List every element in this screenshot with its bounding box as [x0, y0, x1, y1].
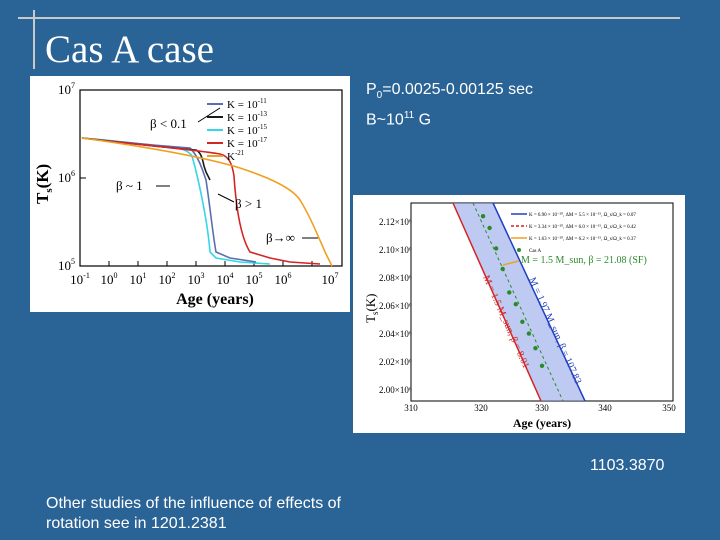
left-x-tick: 103: [188, 271, 205, 287]
left-tick-marks: [80, 177, 313, 266]
cas-a-point: [493, 246, 499, 251]
field-prefix: B~10: [366, 111, 404, 129]
right-y-tick: 2.08×10⁶: [379, 273, 412, 283]
arrow-beta-gt-1: [217, 193, 235, 203]
field-unit: G: [414, 111, 432, 129]
legend-entry: Cas A: [529, 249, 541, 254]
curve-k-17: [81, 137, 321, 265]
cas-a-point: [513, 302, 518, 307]
footnote: Other studies of the influence of effect…: [46, 495, 341, 532]
left-y-tick: 107: [58, 81, 75, 97]
band-edge-upper: [492, 202, 586, 402]
annotation-beta-lt-01: β < 0.1: [150, 116, 187, 131]
left-x-tick: 101: [130, 271, 147, 287]
cas-a-point: [533, 346, 538, 351]
reference-id: 1103.3870: [590, 457, 665, 474]
right-y-tick: 2.04×10⁶: [379, 329, 412, 339]
cas-a-point: [520, 319, 525, 324]
right-x-tick: 320: [474, 403, 488, 413]
slide-title: Cas A case: [45, 28, 214, 71]
left-ylabel: Ts(K): [33, 164, 55, 204]
cas-a-point: [500, 266, 505, 272]
title-frame-left: [33, 10, 35, 69]
right-x-tick: 310: [404, 403, 418, 413]
right-y-tick-labels: 2.12×10⁶ 2.10×10⁶ 2.08×10⁶ 2.06×10⁶ 2.04…: [379, 217, 412, 395]
right-xlabel: Age (years): [513, 416, 571, 430]
right-x-tick: 330: [535, 403, 549, 413]
annotation-beta-gt-1: β > 1: [235, 196, 262, 211]
cas-a-point: [507, 290, 512, 295]
left-x-tick: 105: [246, 271, 263, 287]
left-y-tick-labels: 107 106 105: [58, 81, 75, 273]
field-exp: 11: [403, 110, 415, 122]
fit-band: [453, 203, 585, 401]
cas-a-point: [526, 331, 532, 336]
left-x-tick-labels: 10-1 100 101 102 103 104 105 106 107: [70, 271, 338, 287]
legend-entry: K = 6.90 × 10⁻²⁰, ΔM = 5.5 × 10⁻¹⁵, Ω_s/…: [529, 212, 636, 218]
legend-entry: K-21: [227, 149, 245, 163]
cooling-curves-svg: Ts(K) 107 106 105 10-1 100 101 102 103: [33, 81, 343, 308]
arrow-beta-lt-01: [197, 107, 221, 123]
right-y-tick: 2.10×10⁶: [379, 245, 412, 255]
legend-entry: K = 10-11: [227, 97, 267, 111]
annotation-beta-inf: β→∞: [266, 230, 295, 245]
parameter-block: P0=0.0025-0.00125 sec B~1011 G: [366, 80, 533, 131]
title-frame-top: [18, 17, 680, 19]
left-y-tick: 106: [58, 169, 75, 185]
left-legend: K = 10-11 K = 10-13 K = 10-15 K = 10-17 …: [207, 97, 267, 163]
legend-entry: K = 10-15: [227, 123, 267, 137]
cas-a-fit-figure: Ts(K) 2.12×10⁶ 2.10×10⁶ 2.08×10⁶ 2.06×10…: [353, 195, 685, 433]
legend-entry: K = 3.34 × 10⁻²⁰, ΔM = 6.0 × 10⁻¹⁵, Ω_s/…: [529, 224, 636, 230]
period-sub: 0: [376, 90, 383, 102]
left-xlabel: Age (years): [176, 291, 254, 308]
left-x-tick: 107: [322, 271, 339, 287]
legend-swatch: [517, 248, 521, 252]
left-x-tick: 104: [217, 271, 234, 287]
svg-text:Ts(K): Ts(K): [363, 293, 380, 323]
annotation-beta-sim-1: β ~ 1: [116, 178, 143, 193]
legend-entry: K = 10-17: [227, 136, 267, 150]
right-legend: K = 6.90 × 10⁻²⁰, ΔM = 5.5 × 10⁻¹⁵, Ω_s/…: [511, 212, 636, 254]
right-x-tick: 350: [662, 403, 676, 413]
curve-k-21: [81, 137, 333, 267]
left-x-tick: 100: [101, 271, 118, 287]
cas-a-point: [539, 363, 545, 368]
left-x-tick: 102: [159, 271, 176, 287]
right-x-tick: 340: [598, 403, 612, 413]
period-prefix: P: [366, 81, 377, 98]
left-x-tick: 106: [275, 271, 292, 287]
sf-line: [472, 202, 564, 402]
svg-text:Ts(K): Ts(K): [33, 164, 55, 204]
left-y-tick: 105: [58, 257, 75, 273]
field-line: B~1011 G: [366, 106, 533, 130]
period-range: =0.0025-0.00125 sec: [382, 81, 534, 98]
right-y-tick: 2.02×10⁶: [379, 357, 412, 367]
annotation-sf: M = 1.5 M_sun, β = 21.08 (SF): [521, 255, 647, 266]
right-y-tick: 2.12×10⁶: [379, 217, 412, 227]
band-edge-lower: [452, 202, 542, 402]
right-y-tick: 2.06×10⁶: [379, 301, 412, 311]
left-curves: [81, 137, 333, 267]
legend-entry: K = 10-13: [227, 110, 267, 124]
cooling-curves-figure: Ts(K) 107 106 105 10-1 100 101 102 103: [30, 76, 350, 312]
cas-a-point: [480, 214, 486, 219]
right-ylabel: Ts(K): [363, 293, 380, 323]
cas-a-fit-svg: Ts(K) 2.12×10⁶ 2.10×10⁶ 2.08×10⁶ 2.06×10…: [363, 202, 676, 430]
cas-a-point: [487, 225, 492, 231]
left-x-tick: 10-1: [70, 271, 90, 287]
period-line: P0=0.0025-0.00125 sec: [366, 80, 533, 106]
right-y-tick: 2.00×10⁶: [379, 385, 412, 395]
legend-entry: K = 1.63 × 10⁻²⁰, ΔM = 6.2 × 10⁻¹⁵, Ω_s/…: [529, 236, 636, 242]
cas-a-points: [480, 214, 545, 368]
right-x-tick-labels: 310 320 330 340 350: [404, 403, 676, 413]
annotation-sf-pointer: [502, 260, 520, 266]
